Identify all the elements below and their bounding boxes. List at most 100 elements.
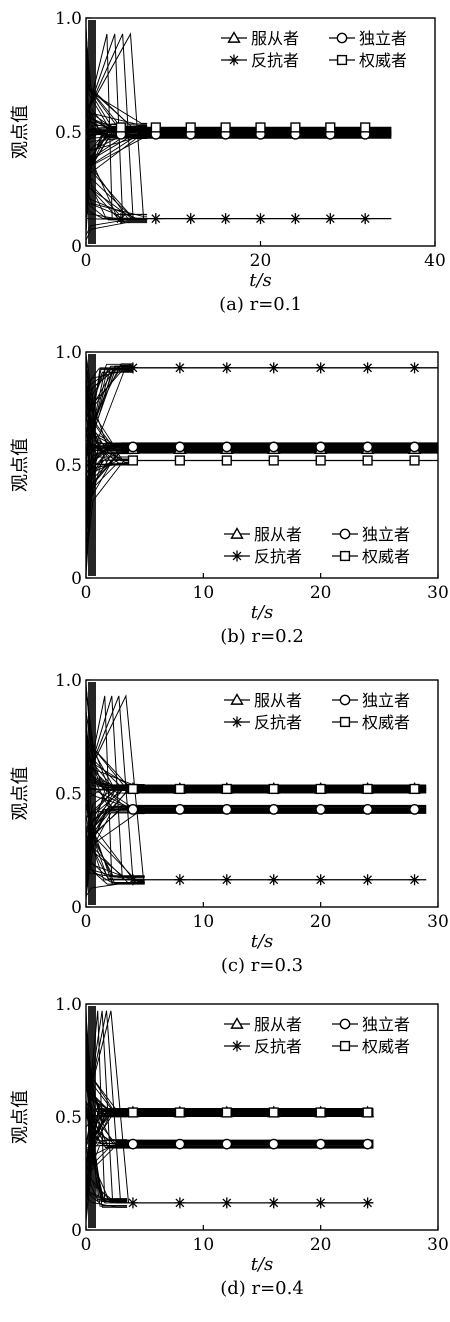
legend-label: 反抗者	[254, 1037, 302, 1056]
y-tick-label: 1.0	[55, 343, 82, 363]
legend: 服从者独立者反抗者权威者	[224, 1015, 410, 1056]
data-point-independent	[363, 1139, 372, 1148]
data-point-rebel	[115, 213, 126, 224]
initial-bundle	[88, 354, 96, 576]
plot-area	[86, 1006, 373, 1228]
data-point-authority	[175, 1108, 184, 1117]
y-axis-label: 观点值	[10, 1090, 31, 1144]
legend-marker-authority	[341, 552, 350, 561]
y-tick-label: 0	[71, 898, 82, 918]
data-point-authority	[410, 456, 419, 465]
data-point-rebel	[150, 213, 161, 224]
data-point-rebel	[315, 362, 326, 373]
x-tick-label: 30	[427, 583, 449, 603]
data-point-authority	[175, 785, 184, 794]
y-axis-label: 观点值	[10, 438, 31, 492]
data-point-independent	[128, 805, 137, 814]
legend: 服从者独立者反抗者权威者	[221, 29, 407, 70]
data-point-rebel	[268, 874, 279, 885]
legend-label: 权威者	[362, 713, 410, 732]
legend-marker-compliant	[229, 33, 240, 43]
data-point-rebel	[362, 874, 373, 885]
data-point-rebel	[174, 1197, 185, 1208]
legend-marker-independent	[340, 529, 349, 538]
legend-marker-authority	[341, 718, 350, 727]
x-tick-label: 0	[81, 583, 92, 603]
y-axis-label: 观点值	[10, 105, 31, 159]
legend-label: 独立者	[362, 691, 410, 710]
data-point-authority	[175, 456, 184, 465]
legend-label: 独立者	[359, 29, 407, 48]
data-point-rebel	[255, 213, 266, 224]
y-tick-label: 1.0	[55, 671, 82, 691]
legend-label: 权威者	[362, 1037, 410, 1056]
data-point-independent	[269, 1139, 278, 1148]
data-point-rebel	[174, 362, 185, 373]
data-point-independent	[128, 442, 137, 451]
data-point-rebel	[221, 1197, 232, 1208]
data-point-authority	[410, 785, 419, 794]
data-point-rebel	[315, 1197, 326, 1208]
data-point-independent	[410, 805, 419, 814]
initial-bundle	[88, 682, 96, 905]
data-point-independent	[175, 442, 184, 451]
data-point-authority	[129, 785, 138, 794]
legend-label: 服从者	[251, 29, 299, 48]
data-point-authority	[316, 456, 325, 465]
data-point-independent	[269, 442, 278, 451]
y-tick-label: 1.0	[55, 995, 82, 1015]
legend: 服从者独立者反抗者权威者	[224, 525, 410, 566]
x-axis-label: t/s	[251, 931, 274, 952]
data-point-authority	[221, 123, 230, 132]
legend-marker-authority	[338, 56, 347, 65]
data-point-authority	[291, 123, 300, 132]
legend-marker-independent	[340, 1019, 349, 1028]
data-point-authority	[256, 123, 265, 132]
legend-label: 权威者	[359, 51, 407, 70]
legend-marker-independent	[340, 695, 349, 704]
data-point-authority	[151, 123, 160, 132]
legend-label: 反抗者	[254, 547, 302, 566]
data-point-rebel	[127, 1197, 138, 1208]
panel-caption: (d) r=0.4	[220, 1278, 304, 1299]
legend-marker-rebel	[232, 1041, 243, 1052]
data-point-rebel	[315, 874, 326, 885]
y-tick-label: 0	[71, 1221, 82, 1241]
panel-caption: (a) r=0.1	[219, 294, 302, 315]
x-tick-label: 10	[193, 912, 215, 932]
data-point-independent	[316, 1139, 325, 1148]
y-tick-label: 0	[71, 237, 82, 257]
data-point-independent	[363, 442, 372, 451]
x-tick-label: 0	[81, 912, 92, 932]
legend-marker-compliant	[232, 1019, 243, 1029]
data-point-independent	[269, 805, 278, 814]
x-axis-label: t/s	[251, 602, 274, 623]
initial-bundle	[88, 20, 96, 244]
legend-marker-rebel	[232, 551, 243, 562]
data-point-authority	[222, 456, 231, 465]
data-point-authority	[361, 123, 370, 132]
data-point-authority	[316, 785, 325, 794]
x-tick-label: 20	[310, 912, 332, 932]
data-point-authority	[186, 123, 195, 132]
data-point-authority	[363, 785, 372, 794]
data-point-authority	[363, 456, 372, 465]
data-point-rebel	[409, 874, 420, 885]
y-tick-label: 1.0	[55, 9, 82, 29]
legend-label: 服从者	[254, 1015, 302, 1034]
data-point-independent	[175, 1139, 184, 1148]
y-axis-label: 观点值	[10, 767, 31, 821]
data-point-independent	[316, 442, 325, 451]
data-point-authority	[222, 1108, 231, 1117]
data-point-authority	[269, 785, 278, 794]
data-point-authority	[269, 456, 278, 465]
data-point-rebel	[221, 362, 232, 373]
x-tick-label: 10	[193, 583, 215, 603]
legend-marker-compliant	[232, 529, 243, 539]
x-tick-label: 30	[427, 912, 449, 932]
data-point-independent	[222, 805, 231, 814]
